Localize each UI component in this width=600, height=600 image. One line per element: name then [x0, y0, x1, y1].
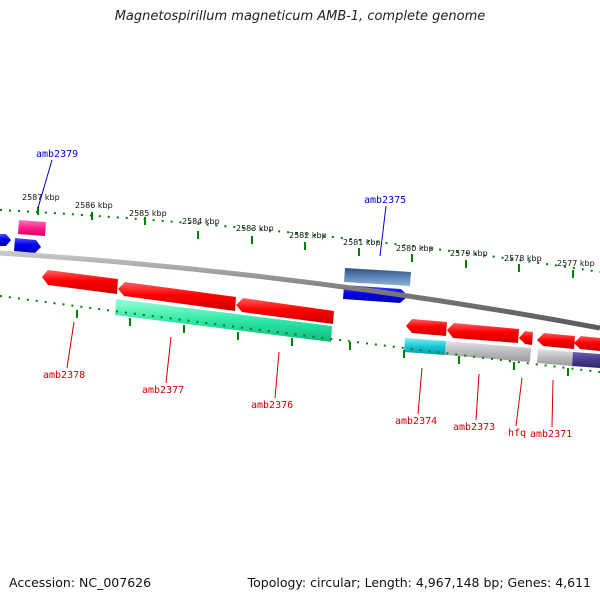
reverse-strand-genes — [42, 270, 600, 368]
inner-scale-track — [0, 295, 600, 376]
gene-label-hfq: hfq — [508, 428, 526, 439]
scale-label: 2579 kbp — [450, 249, 488, 258]
gene-label-amb2379: amb2379 — [36, 149, 78, 160]
forward-gene — [14, 238, 41, 253]
genome-backbone — [0, 250, 600, 331]
gene-arrow — [574, 336, 600, 351]
leader-line — [551, 379, 554, 428]
forward-strand-genes — [0, 220, 411, 303]
scale-label: 2581 kbp — [343, 238, 381, 247]
leader-line — [379, 205, 387, 257]
amb2375-gene — [344, 268, 411, 286]
leader-line — [417, 367, 423, 415]
leader-line — [274, 351, 280, 399]
scale-label: 2583 kbp — [236, 224, 274, 233]
leader-line — [165, 336, 172, 384]
map-title: Magnetospirillum magneticum AMB-1, compl… — [114, 9, 486, 24]
gene-label-amb2378: amb2378 — [43, 370, 85, 381]
amb2378-gene — [42, 270, 118, 294]
scale-label: 2586 kbp — [75, 201, 113, 210]
amb2376-gene — [236, 298, 334, 324]
forward-gene — [0, 234, 11, 246]
accession-text: Accession: NC_007626 — [9, 575, 152, 590]
hfq-gene — [519, 331, 533, 345]
leader-line — [37, 159, 53, 209]
gene-label-amb2374: amb2374 — [395, 416, 437, 427]
amb2373-gene — [447, 323, 519, 343]
gene-label-amb2376: amb2376 — [251, 400, 293, 411]
amb2371-gene — [537, 333, 575, 349]
label-leaders — [37, 159, 554, 428]
amb2374-cds — [404, 338, 446, 355]
leader-line — [515, 377, 523, 427]
scale-label: 2578 kbp — [504, 254, 542, 263]
gene-label-amb2375: amb2375 — [364, 195, 406, 206]
leader-line — [475, 373, 480, 421]
amb2371-cds — [537, 349, 573, 366]
amb2374-gene — [406, 319, 447, 336]
outer-scale-track — [0, 207, 600, 278]
amb2373-cds — [445, 341, 531, 362]
gene-arrow — [118, 282, 236, 311]
gene-label-amb2377: amb2377 — [142, 385, 184, 396]
gene-labels: amb2379 amb2375 amb2378 amb2377 amb2376 … — [36, 149, 572, 440]
scale-label: 2577 kbp — [557, 259, 595, 268]
cds-block — [572, 352, 600, 368]
gene-label-amb2371: amb2371 — [530, 429, 572, 440]
scale-label: 2582 kbp — [289, 231, 327, 240]
genome-summary-text: Topology: circular; Length: 4,967,148 bp… — [247, 575, 591, 590]
scale-label: 2580 kbp — [396, 244, 434, 253]
leader-line — [66, 321, 75, 369]
scale-label: 2585 kbp — [129, 209, 167, 218]
amb2379-gene — [18, 220, 46, 236]
gene-label-amb2373: amb2373 — [453, 422, 495, 433]
scale-label: 2584 kbp — [182, 217, 220, 226]
scale-labels: 2587 kbp 2586 kbp 2585 kbp 2584 kbp 2583… — [22, 193, 595, 268]
